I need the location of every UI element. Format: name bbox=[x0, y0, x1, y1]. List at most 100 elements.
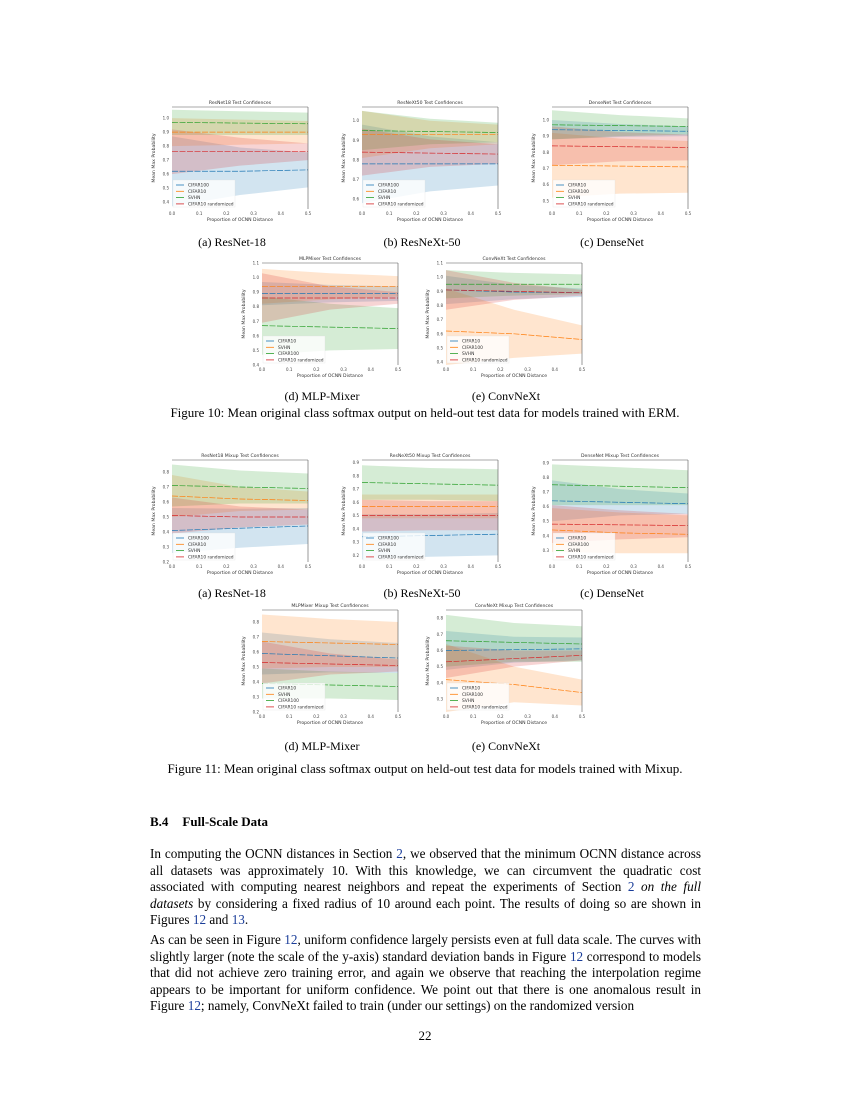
x-tick-label: 0.2 bbox=[223, 211, 230, 216]
y-tick-label: 0.3 bbox=[253, 695, 260, 700]
y-tick-label: 0.8 bbox=[163, 470, 170, 475]
x-tick-label: 0.1 bbox=[286, 714, 293, 719]
x-tick-label: 0.3 bbox=[440, 564, 447, 569]
y-tick-label: 0.6 bbox=[353, 197, 360, 202]
mean-line-orange bbox=[445, 330, 583, 340]
legend-entry: CIFAR10 bbox=[188, 189, 206, 195]
x-tick-label: 0.4 bbox=[368, 714, 375, 719]
paragraph-1: In computing the OCNN distances in Secti… bbox=[150, 846, 701, 929]
x-tick-label: 0.4 bbox=[552, 367, 559, 372]
y-tick-label: 0.7 bbox=[543, 166, 550, 171]
legend-entry: SVHN bbox=[188, 548, 200, 554]
cross-reference-link[interactable]: 12 bbox=[192, 912, 207, 928]
mean-line-red bbox=[361, 151, 499, 155]
x-axis-label: Proportion of OCNN Distance bbox=[207, 570, 273, 576]
y-tick-label: 1.1 bbox=[253, 261, 260, 266]
y-tick-label: 0.3 bbox=[163, 545, 170, 550]
x-tick-label: 0.4 bbox=[368, 367, 375, 372]
mean-line-green bbox=[551, 484, 689, 489]
y-tick-label: 0.9 bbox=[353, 460, 360, 465]
chart-title: MLPMixer Test Confidences bbox=[299, 256, 362, 262]
chart-9: MLPMixer Mixup Test Confidences 0.2 0.3 0.4… bbox=[238, 600, 406, 730]
std-band-green bbox=[552, 464, 688, 506]
legend-entry: CIFAR10 bbox=[278, 686, 296, 692]
y-axis-label: Mean Max Probability bbox=[531, 486, 537, 535]
y-tick-label: 0.5 bbox=[437, 346, 444, 351]
y-tick-label: 0.8 bbox=[543, 150, 550, 155]
std-band-red bbox=[262, 641, 398, 684]
x-tick-label: 0.2 bbox=[603, 564, 610, 569]
chart-3: DenseNet Test Confidences 0.5 0.6 0.7 0.8 0.9… bbox=[528, 97, 696, 227]
x-tick-label: 0.4 bbox=[552, 714, 559, 719]
paragraph-2: As can be seen in Figure 12, uniform con… bbox=[150, 932, 701, 1015]
y-tick-label: 0.7 bbox=[163, 158, 170, 163]
mean-line-orange bbox=[551, 529, 689, 535]
chart-4: MLPMixer Test Confidences 0.4 0.5 0.6 0.7 0.8… bbox=[238, 253, 406, 383]
legend-entry: SVHN bbox=[462, 351, 474, 357]
y-tick-label: 0.7 bbox=[253, 635, 260, 640]
std-band-red bbox=[446, 645, 582, 678]
x-axis-label: Proportion of OCNN Distance bbox=[481, 720, 547, 726]
x-tick-label: 0.5 bbox=[685, 211, 692, 216]
y-tick-label: 1.0 bbox=[353, 118, 360, 123]
section-heading: B.4 Full-Scale Data bbox=[150, 814, 268, 830]
std-band-blue bbox=[446, 275, 582, 305]
legend-entry: CIFAR10 bbox=[378, 189, 396, 195]
x-axis-label: Proportion of OCNN Distance bbox=[297, 373, 363, 379]
x-tick-label: 0.2 bbox=[497, 367, 504, 372]
x-tick-label: 0.0 bbox=[359, 564, 366, 569]
x-tick-label: 0.3 bbox=[250, 211, 257, 216]
subcaption: (e) ConvNeXt bbox=[471, 389, 541, 403]
cross-reference-link[interactable]: 12 bbox=[569, 948, 584, 964]
y-tick-label: 0.5 bbox=[163, 515, 170, 520]
text-segment: , uniform confidence largely persists ev… bbox=[150, 932, 701, 964]
std-band-red bbox=[172, 497, 308, 534]
section-number: B.4 bbox=[150, 814, 169, 829]
text-segment: , we observed that the minimum OCNN dist… bbox=[150, 846, 701, 895]
mean-line-red bbox=[551, 523, 689, 526]
x-tick-label: 0.3 bbox=[340, 714, 347, 719]
legend-entry: CIFAR10 randomized bbox=[378, 201, 424, 207]
x-tick-label: 0.1 bbox=[576, 211, 583, 216]
x-tick-label: 0.2 bbox=[497, 714, 504, 719]
y-tick-label: 0.6 bbox=[163, 172, 170, 177]
x-tick-label: 0.3 bbox=[524, 714, 531, 719]
y-axis-label: Mean Max Probability bbox=[241, 636, 247, 685]
y-tick-label: 0.7 bbox=[353, 177, 360, 182]
x-tick-label: 0.0 bbox=[169, 211, 176, 216]
mean-line-blue bbox=[172, 169, 309, 172]
x-tick-label: 0.3 bbox=[630, 211, 637, 216]
cross-reference-link[interactable]: 2 bbox=[396, 846, 403, 861]
y-tick-label: 1.0 bbox=[437, 275, 444, 280]
y-axis-label: Mean Max Probability bbox=[341, 133, 347, 182]
chart-title: ConvNeXt Test Confidences bbox=[482, 256, 546, 262]
y-tick-label: 0.5 bbox=[437, 664, 444, 669]
subcaption: (e) ConvNeXt bbox=[471, 739, 541, 753]
chart-title: ResNeXt50 Mixup Test Confidences bbox=[390, 453, 471, 459]
x-tick-label: 0.5 bbox=[395, 367, 402, 372]
cross-reference-link[interactable]: 2 bbox=[627, 879, 635, 895]
cross-reference-link[interactable]: 12 bbox=[187, 998, 201, 1014]
y-tick-label: 0.9 bbox=[437, 289, 444, 294]
cross-reference-link[interactable]: 13 bbox=[231, 912, 245, 928]
y-tick-label: 0.5 bbox=[253, 348, 260, 353]
y-tick-label: 0.6 bbox=[253, 333, 260, 338]
mean-line-blue bbox=[551, 129, 689, 132]
cross-reference-link[interactable]: 12 bbox=[284, 932, 298, 947]
y-tick-label: 0.2 bbox=[353, 553, 360, 558]
x-tick-label: 0.1 bbox=[286, 367, 293, 372]
legend-entry: CIFAR100 bbox=[278, 351, 299, 357]
x-tick-label: 0.4 bbox=[278, 564, 285, 569]
y-axis-label: Mean Max Probability bbox=[151, 133, 157, 182]
chart-title: ResNeXt50 Test Confidences bbox=[397, 100, 463, 106]
x-tick-label: 0.4 bbox=[468, 211, 475, 216]
legend-entry: CIFAR100 bbox=[278, 698, 299, 704]
chart-5: ConvNeXt Test Confidences 0.4 0.5 0.6 0.7 0.8… bbox=[422, 253, 590, 383]
y-tick-label: 1.0 bbox=[253, 275, 260, 280]
x-tick-label: 0.1 bbox=[576, 564, 583, 569]
mean-line-orange bbox=[261, 641, 399, 645]
y-tick-label: 0.9 bbox=[543, 134, 550, 139]
